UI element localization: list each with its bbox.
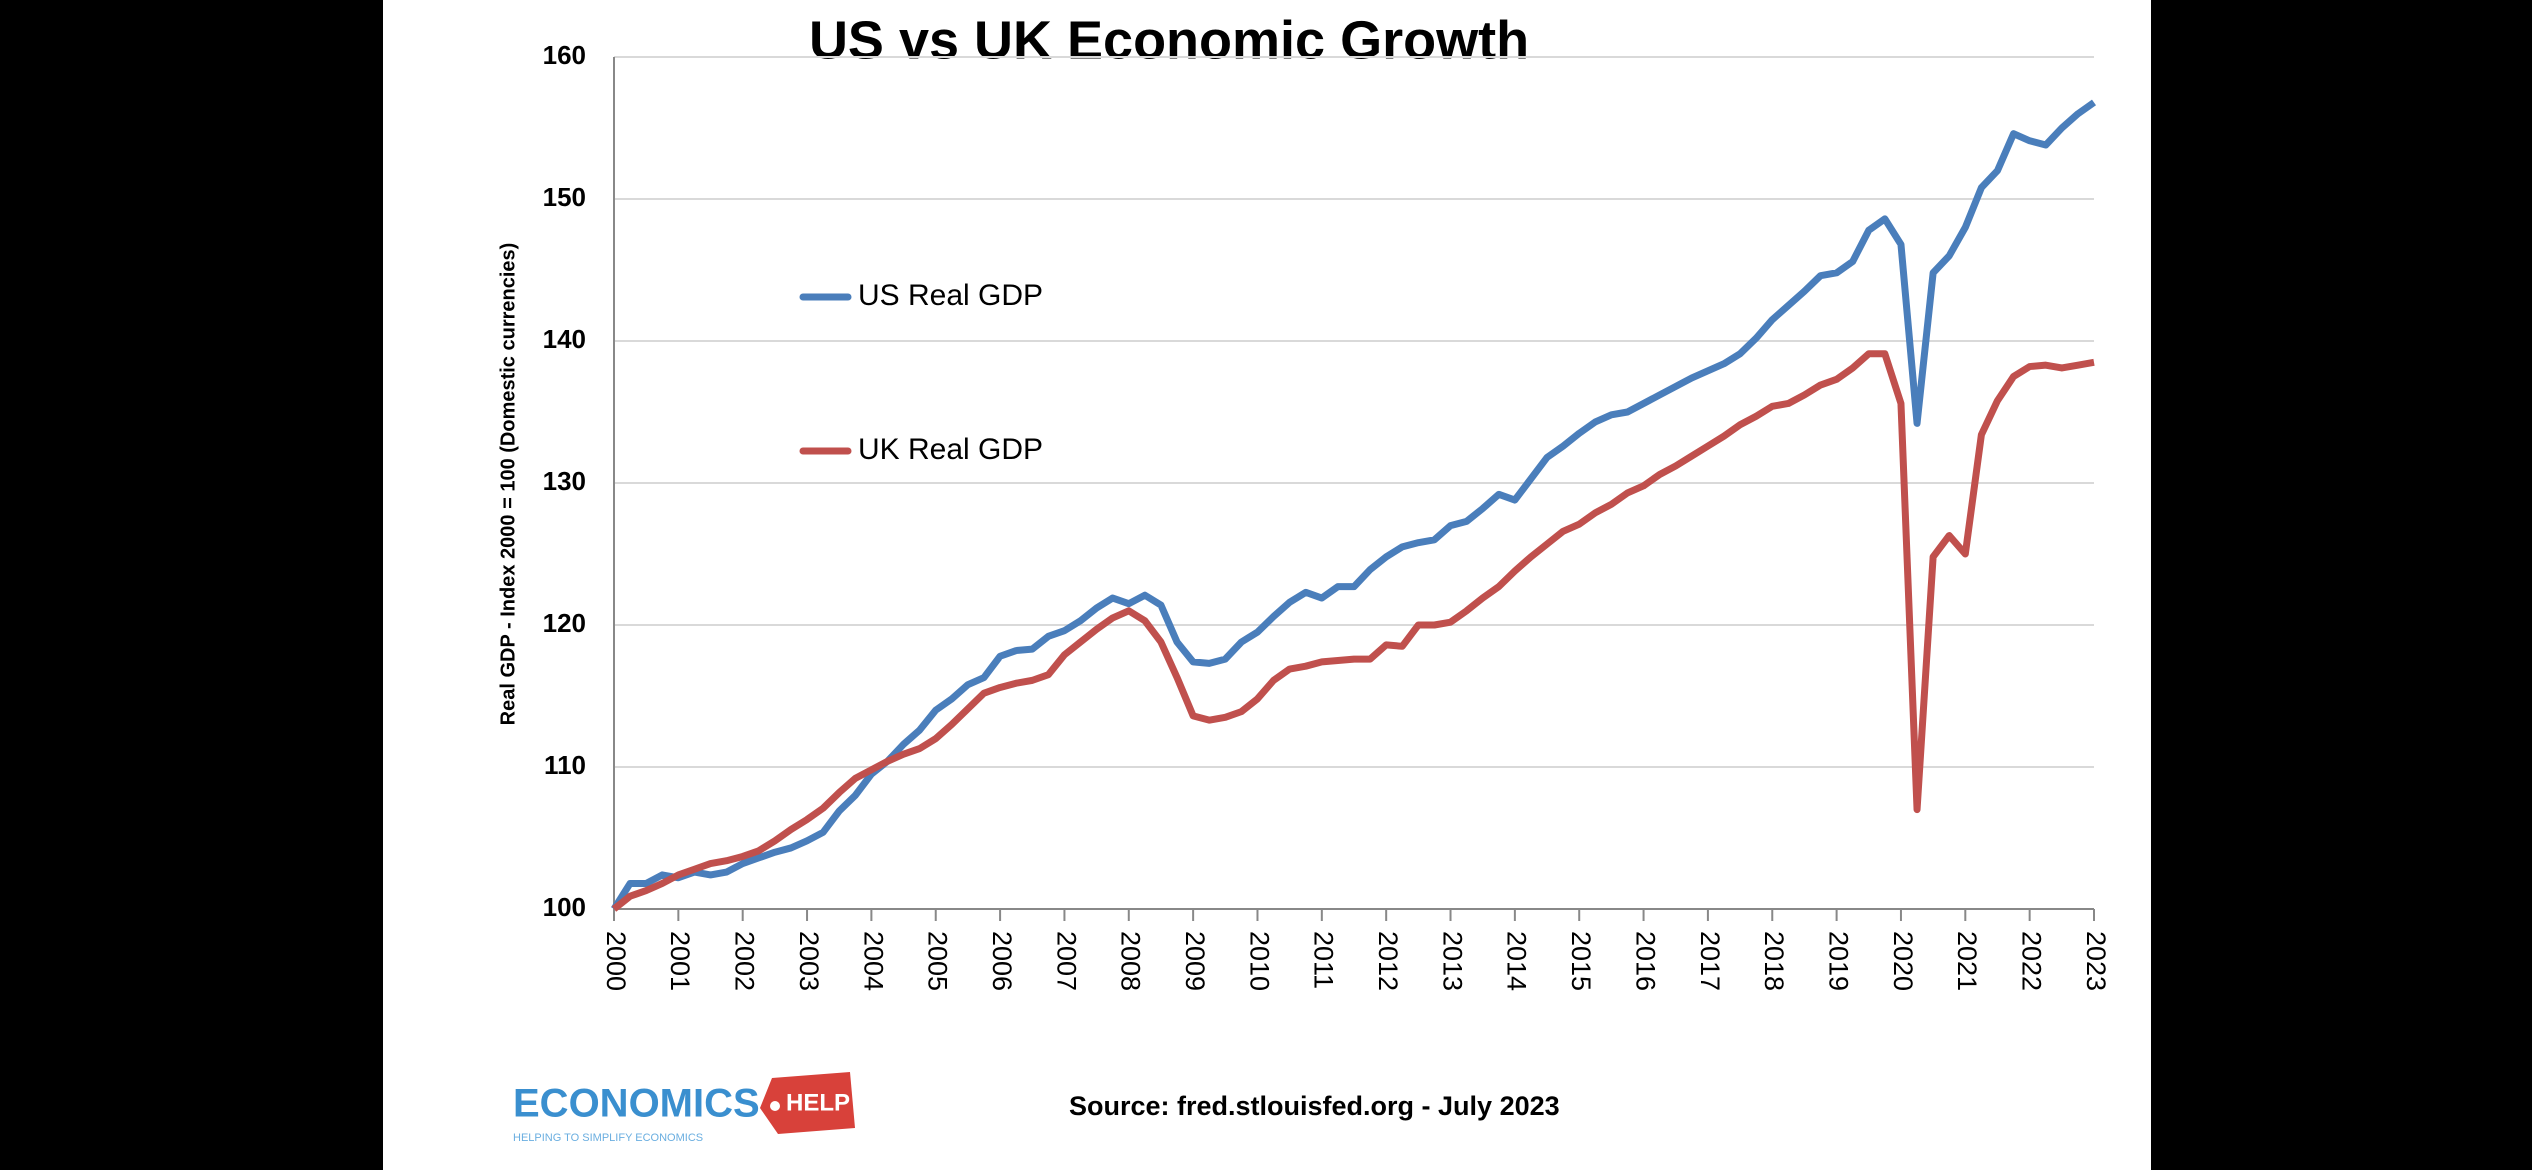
x-tick-label: 2017 — [1695, 931, 1725, 991]
x-tick-label: 2020 — [1888, 931, 1918, 991]
x-tick-label: 2016 — [1630, 931, 1660, 991]
x-tick-label: 2018 — [1759, 931, 1789, 991]
x-tick-label: 2013 — [1437, 931, 1467, 991]
y-axis-label: Real GDP - Index 2000 = 100 (Domestic cu… — [497, 243, 519, 726]
x-tick-label: 2015 — [1566, 931, 1596, 991]
x-tick-label: 2004 — [858, 931, 888, 991]
x-tick-label: 2008 — [1116, 931, 1146, 991]
y-tick-label: 130 — [543, 466, 586, 496]
chart-title: US vs UK Economic Growth — [809, 10, 1529, 70]
y-tick-label: 100 — [543, 892, 586, 922]
x-tick-label: 2011 — [1309, 931, 1339, 989]
y-tick-label: 150 — [543, 182, 586, 212]
x-tick-label: 2022 — [2017, 931, 2047, 991]
x-tick-label: 2019 — [1823, 931, 1853, 991]
y-tick-label: 160 — [543, 40, 586, 70]
logo-tagline: HELPING TO SIMPLIFY ECONOMICS — [513, 1132, 703, 1144]
source: Source: fred.stlouisfed.org - July 2023 — [1069, 1091, 1560, 1121]
y-tick-label: 140 — [543, 324, 586, 354]
x-tick-label: 2010 — [1244, 931, 1274, 991]
x-tick-label: 2007 — [1051, 931, 1081, 991]
x-tick-label: 2000 — [601, 931, 631, 991]
logo-name: ECONOMICS — [513, 1082, 760, 1126]
logo-tag: HELP — [786, 1089, 850, 1116]
x-tick-label: 2002 — [730, 931, 760, 991]
y-tick-label: 120 — [543, 608, 586, 638]
x-tick-label: 2012 — [1373, 931, 1403, 991]
logo-tag-hole — [770, 1101, 780, 1111]
x-tick-label: 2023 — [2081, 931, 2111, 991]
x-tick-label: 2005 — [923, 931, 953, 991]
legend-label: US Real GDP — [858, 279, 1043, 312]
line-series — [611, 99, 2097, 911]
x-tick-label: 2009 — [1180, 931, 1210, 991]
x-tick-label: 2001 — [665, 931, 695, 991]
x-tick-label: 2003 — [794, 931, 824, 991]
logo: ECONOMICS HELP HELPING TO SIMPLIFY ECONO… — [513, 1072, 855, 1144]
legend-label: UK Real GDP — [858, 433, 1043, 466]
panel — [383, 0, 2151, 1170]
x-tick-label: 2014 — [1502, 931, 1532, 991]
x-tick-label: 2021 — [1952, 931, 1982, 991]
line-series — [611, 350, 2095, 912]
logo-tag-shape — [760, 1072, 855, 1134]
y-tick-label: 110 — [544, 750, 586, 780]
x-tick-label: 2006 — [987, 931, 1017, 991]
